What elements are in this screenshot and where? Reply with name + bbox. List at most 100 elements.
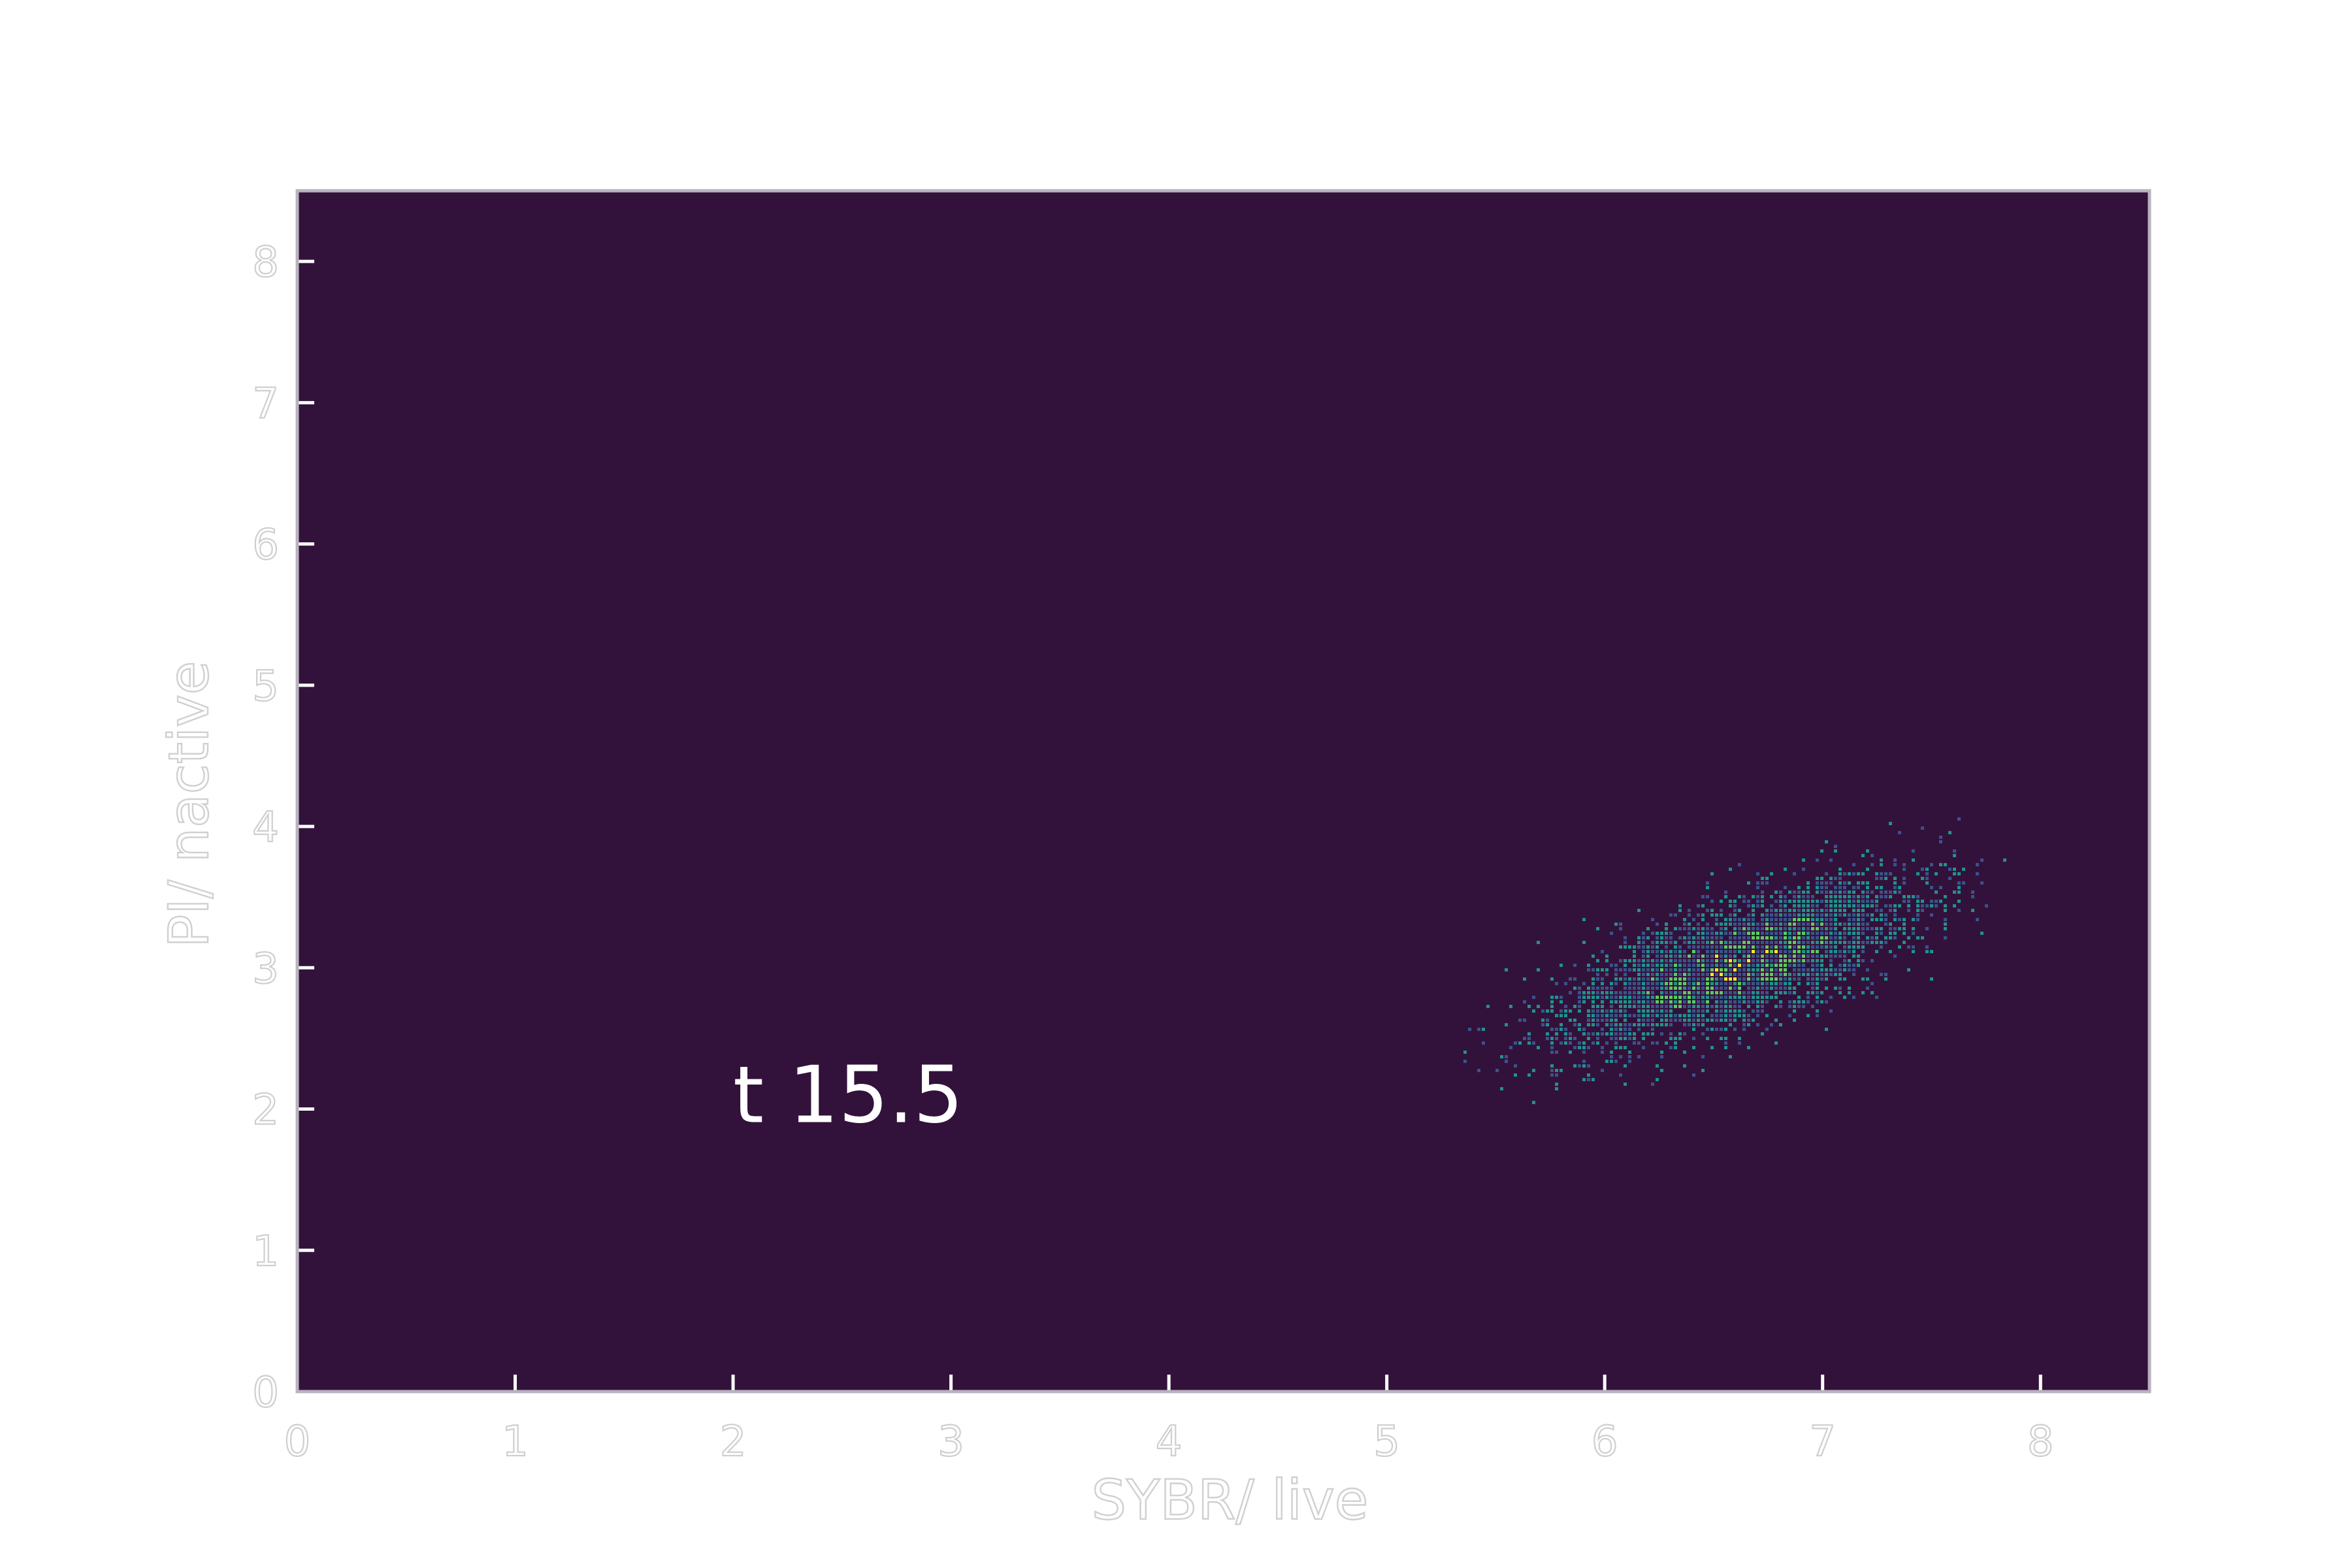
density-cell — [1701, 1019, 1705, 1022]
density-cell — [1880, 918, 1883, 921]
density-cell — [1921, 868, 1924, 871]
density-cell — [1729, 868, 1732, 871]
density-cell — [1523, 977, 1526, 981]
density-cell — [1582, 996, 1586, 999]
density-cell — [1765, 1014, 1769, 1017]
density-cell — [1605, 955, 1609, 958]
density-cell — [1774, 996, 1778, 999]
density-cell — [1802, 1000, 1805, 1004]
density-cell — [1706, 1009, 1709, 1013]
density-cell — [1875, 927, 1878, 930]
density-cell — [1747, 996, 1750, 999]
density-cell — [1669, 968, 1673, 972]
density-cell — [1752, 959, 1755, 962]
density-cell — [1774, 913, 1778, 917]
density-cell — [1866, 881, 1869, 885]
density-cell — [1811, 977, 1814, 981]
density-cell — [1774, 950, 1778, 953]
density-cell — [1596, 968, 1599, 972]
density-cell — [1614, 1060, 1618, 1063]
density-cell — [1761, 927, 1764, 930]
density-cell — [1930, 904, 1933, 907]
density-cell — [1706, 941, 1709, 944]
density-cell — [1797, 955, 1801, 958]
density-cell — [1610, 1051, 1613, 1054]
density-cell — [1742, 950, 1746, 953]
density-cell — [1779, 923, 1782, 926]
density-cell — [1550, 1051, 1554, 1054]
density-cell — [1523, 1019, 1526, 1022]
density-cell — [1848, 918, 1851, 921]
density-cell — [1683, 968, 1686, 972]
density-cell — [1930, 886, 1933, 889]
density-cell — [1646, 1005, 1650, 1008]
density-cell — [1870, 959, 1874, 962]
density-cell — [1838, 932, 1842, 935]
density-cell — [1811, 927, 1814, 930]
density-cell — [1697, 973, 1700, 976]
density-cell — [1642, 991, 1645, 994]
density-cell — [1866, 977, 1869, 981]
density-cell — [1578, 996, 1581, 999]
density-cell — [1605, 1023, 1609, 1026]
density-cell — [1788, 977, 1791, 981]
density-cell — [1742, 1009, 1746, 1013]
density-cell — [1916, 913, 1919, 917]
density-cell — [1848, 987, 1851, 990]
density-cell — [1802, 950, 1805, 953]
density-cell — [1848, 959, 1851, 962]
density-cell — [1468, 1028, 1471, 1031]
density-cell — [1870, 900, 1874, 903]
density-cell — [1903, 927, 1906, 930]
density-cell — [1793, 1019, 1796, 1022]
density-cell — [1747, 1023, 1750, 1026]
density-cell — [1788, 918, 1791, 921]
density-cell — [1774, 955, 1778, 958]
density-cell — [1820, 932, 1823, 935]
y-tick-label: 2 — [252, 1086, 279, 1135]
density-cell — [1811, 913, 1814, 917]
density-cell — [1715, 1005, 1718, 1008]
density-cell — [1596, 1037, 1599, 1040]
density-cell — [1825, 923, 1828, 926]
density-cell — [1747, 1046, 1750, 1049]
density-cell — [1688, 923, 1691, 926]
density-cell — [1793, 895, 1796, 898]
density-cell — [1578, 1023, 1581, 1026]
density-cell — [1633, 1032, 1636, 1036]
density-cell — [1843, 959, 1846, 962]
density-cell — [1788, 927, 1791, 930]
density-cell — [1633, 1014, 1636, 1017]
density-cell — [1550, 1069, 1554, 1072]
density-cell — [1788, 900, 1791, 903]
density-cell — [1674, 913, 1677, 917]
density-cell — [1866, 941, 1869, 944]
density-cell — [1765, 959, 1769, 962]
density-cell — [1537, 1005, 1540, 1008]
density-cell — [1706, 950, 1709, 953]
density-cell — [1774, 1041, 1778, 1045]
density-cell — [1820, 890, 1823, 894]
density-cell — [1729, 982, 1732, 985]
density-cell — [1601, 1028, 1604, 1031]
density-cell — [1843, 964, 1846, 967]
density-cell — [1532, 1041, 1535, 1045]
density-cell — [1697, 996, 1700, 999]
density-cell — [1953, 890, 1956, 894]
density-cell — [1550, 1005, 1554, 1008]
density-cell — [1701, 1005, 1705, 1008]
density-cell — [1838, 987, 1842, 990]
density-cell — [1848, 941, 1851, 944]
density-cell — [1756, 872, 1759, 875]
density-cell — [1752, 991, 1755, 994]
density-cell — [1710, 1014, 1714, 1017]
density-cell — [1770, 996, 1773, 999]
density-cell — [1710, 964, 1714, 967]
density-cell — [1692, 1073, 1695, 1077]
density-cell — [1669, 913, 1673, 917]
density-cell — [1820, 955, 1823, 958]
density-cell — [1610, 1028, 1613, 1031]
density-cell — [1930, 863, 1933, 866]
density-cell — [1463, 1060, 1467, 1063]
density-cell — [1715, 945, 1718, 949]
